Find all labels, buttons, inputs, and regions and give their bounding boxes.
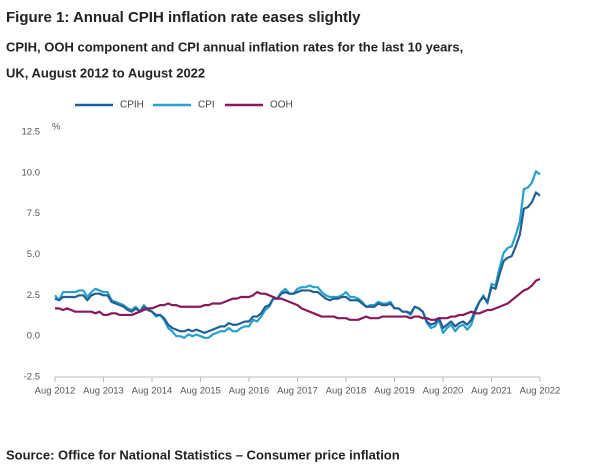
series-line — [55, 277, 541, 321]
x-tick-label: Aug 2018 — [326, 386, 367, 397]
x-tick-label: Aug 2022 — [520, 386, 561, 397]
x-tick-label: Aug 2017 — [277, 386, 318, 397]
y-tick-label: 0.0 — [27, 331, 40, 342]
source: Source: Office for National Statistics –… — [6, 447, 400, 462]
x-tick-label: Aug 2015 — [180, 386, 221, 397]
series-line — [54, 170, 541, 339]
x-tick-label: Aug 2021 — [471, 386, 512, 397]
x-tick-label: Aug 2020 — [423, 386, 464, 397]
y-tick-label: 10.0 — [22, 167, 41, 178]
chart-subtitle: CPIH, OOH component and CPI annual infla… — [6, 39, 463, 54]
series-line — [54, 191, 541, 334]
x-tick-label: Aug 2012 — [35, 386, 76, 397]
x-tick-label: Aug 2016 — [229, 386, 270, 397]
legend-label: OOH — [270, 100, 293, 111]
y-tick-label: 5.0 — [27, 249, 40, 260]
y-unit: % — [52, 122, 61, 133]
y-tick-label: 12.5 — [22, 127, 41, 138]
y-tick-label: -2.5 — [24, 372, 40, 383]
chart-title: Figure 1: Annual CPIH inflation rate eas… — [6, 9, 361, 26]
y-tick-label: 7.5 — [27, 208, 40, 219]
x-tick-label: Aug 2019 — [374, 386, 415, 397]
legend-label: CPIH — [120, 100, 144, 111]
chart-subtitle: UK, August 2012 to August 2022 — [6, 65, 205, 80]
x-tick-label: Aug 2013 — [83, 386, 124, 397]
y-tick-label: 2.5 — [27, 290, 40, 301]
x-tick-label: Aug 2014 — [132, 386, 173, 397]
legend-label: CPI — [198, 100, 215, 111]
